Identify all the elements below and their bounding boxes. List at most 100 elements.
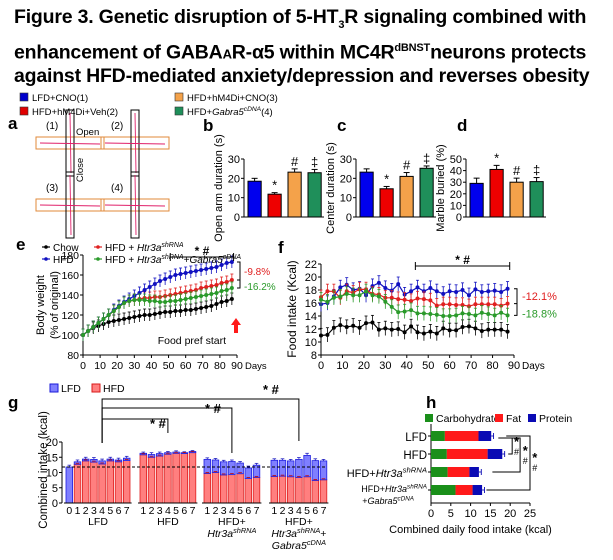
data-point — [389, 304, 394, 309]
title-line2: enhancement of GABA — [14, 41, 223, 64]
bar-LFD+CNO(1) — [469, 182, 484, 218]
data-point — [111, 309, 116, 313]
data-point — [383, 299, 388, 304]
text-span: + — [184, 255, 190, 266]
data-point — [499, 310, 504, 315]
bar-lfd-portion — [203, 458, 211, 474]
figure-title: Figure 3. Genetic disruption of 5-HT3R s… — [14, 6, 604, 88]
bar-lfd-portion — [236, 462, 244, 475]
y-tick-label: 10 — [305, 337, 317, 349]
group-label: HFD+ — [218, 516, 246, 528]
text-span: shRNA — [161, 254, 184, 261]
category-label: +Gabra5cDNA — [362, 495, 414, 506]
bar-HFD+Gabra5cDNA(4) — [419, 167, 434, 218]
data-point — [505, 286, 510, 291]
significance-mark: ‡ — [533, 163, 540, 178]
text-span: cDNA — [244, 106, 262, 113]
legend-marker — [96, 245, 100, 249]
bar-group-0 — [65, 457, 131, 504]
y-tick-label: 10 — [228, 193, 240, 205]
data-point — [137, 314, 142, 318]
data-point — [219, 300, 224, 304]
legend-swatch — [174, 106, 184, 116]
bar-lfd-portion — [98, 460, 106, 465]
x-axis-label: Days — [522, 361, 545, 372]
data-point — [421, 311, 426, 316]
data-point — [331, 295, 336, 300]
bar-hfd-portion — [180, 453, 188, 504]
text-span: shRNA — [233, 526, 256, 535]
data-point — [338, 285, 343, 290]
significance-mark: * — [494, 150, 499, 165]
title-small-a: A — [222, 46, 232, 62]
title-line1-end: R signaling combined with — [344, 6, 587, 28]
text-span: cDNA — [307, 538, 326, 547]
x-tick-label: 80 — [214, 360, 226, 372]
bar-segment-fat — [444, 431, 479, 441]
significance-hash: # — [532, 463, 537, 473]
bar-group-2 — [203, 458, 261, 504]
data-point — [434, 312, 439, 317]
legend-swatch — [19, 106, 29, 116]
panel-label-d: d — [457, 116, 467, 135]
y-tick-label: 20 — [340, 173, 352, 185]
data-point — [396, 310, 401, 315]
data-point — [193, 295, 198, 299]
title-subscript: 3 — [338, 18, 345, 31]
bar-HFD+hM4Di+Veh(2) — [489, 168, 504, 218]
x-tick-label: 90 — [231, 360, 243, 372]
data-point — [224, 280, 229, 284]
text-span: + — [362, 496, 367, 506]
y-tick-label: 14 — [305, 311, 317, 323]
significance-mark: # — [513, 163, 521, 178]
data-point — [193, 269, 198, 273]
group-label: Htr3ashRNA — [207, 526, 256, 540]
x-tick-label: 50 — [422, 360, 434, 372]
x-tick-label: 20 — [504, 508, 516, 520]
data-point — [142, 313, 147, 317]
y-tick-label: 20 — [46, 437, 58, 449]
x-tick-label: 6 — [116, 505, 122, 517]
text-span: cDNA — [223, 254, 242, 261]
data-point — [415, 330, 420, 335]
text-span: shRNA — [407, 483, 427, 490]
x-tick-label: 1 — [140, 505, 146, 517]
data-point — [428, 312, 433, 317]
x-tick-label: 5 — [304, 505, 310, 517]
text-span: cDNA — [398, 495, 414, 502]
bar-lfd-portion — [65, 466, 73, 504]
data-point — [183, 297, 188, 301]
bar-HFD+hM4Di+Veh(2) — [267, 193, 282, 218]
data-point — [127, 299, 132, 303]
x-tick-label: 3 — [91, 505, 97, 517]
data-point — [505, 301, 510, 306]
x-tick-label: 7 — [190, 505, 196, 517]
data-point — [389, 327, 394, 332]
significance-mark: * — [272, 178, 277, 193]
x-tick-label: 10 — [464, 508, 476, 520]
bar-hfd-portion — [311, 480, 319, 504]
data-point — [447, 328, 452, 333]
y-tick-label: 15 — [46, 452, 58, 464]
bar-hfd-portion — [155, 455, 164, 504]
text-span: shRNA — [403, 466, 427, 475]
bar-lfd-portion — [244, 467, 252, 479]
data-point — [434, 303, 439, 308]
significance-hash: # — [523, 456, 528, 466]
bar-lfd-portion — [270, 459, 278, 477]
category-label: HFD — [403, 450, 427, 462]
bar-segment-protein — [472, 485, 483, 495]
data-point — [492, 313, 497, 318]
data-point — [209, 266, 214, 270]
legend-swatch — [425, 414, 433, 422]
percent-reduction-label: -18.8% — [522, 309, 557, 321]
data-point — [214, 283, 219, 287]
x-tick-label: 0 — [66, 505, 72, 517]
data-point — [178, 272, 183, 276]
data-point — [466, 293, 471, 298]
data-point — [96, 321, 101, 325]
y-tick-label: 0 — [456, 212, 462, 224]
percent-reduction-label: -9.8% — [244, 267, 270, 278]
data-point — [409, 308, 414, 313]
data-point — [479, 310, 484, 315]
